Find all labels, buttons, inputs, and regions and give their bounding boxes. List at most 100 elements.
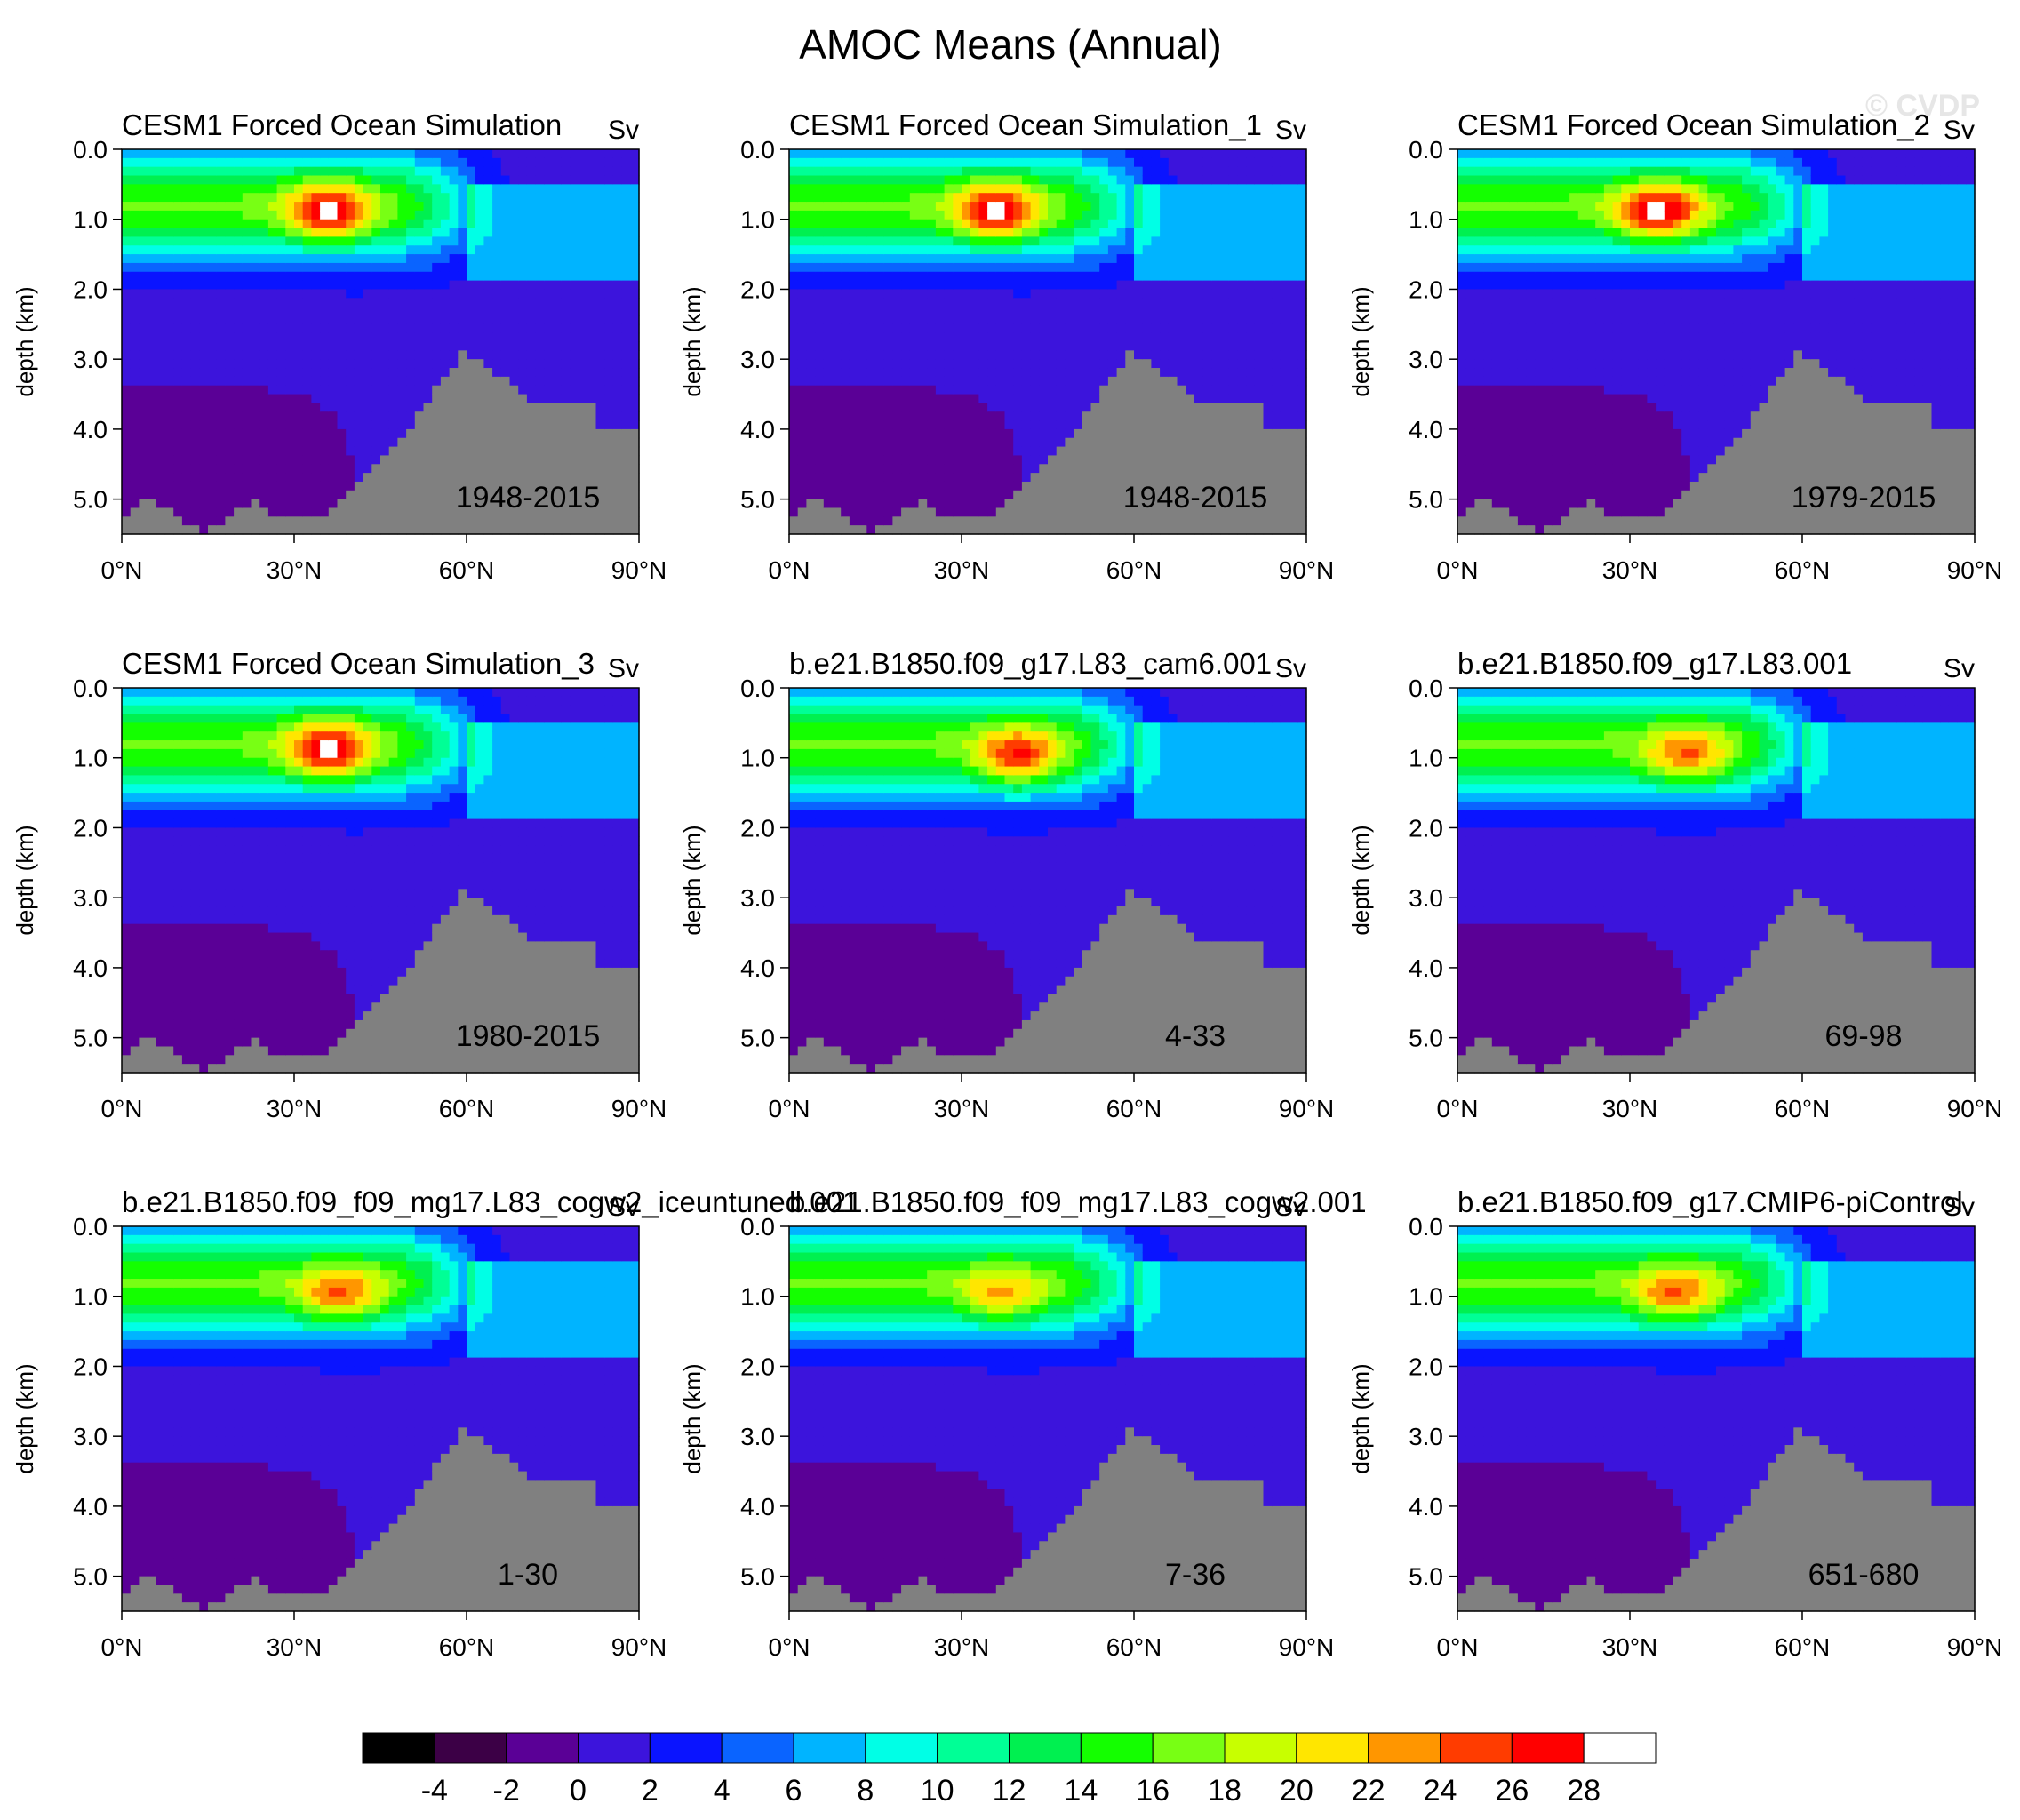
field-cell xyxy=(139,455,148,464)
field-cell xyxy=(415,254,424,263)
field-cell xyxy=(311,395,320,403)
field-cell xyxy=(173,386,182,395)
field-cell xyxy=(122,333,131,342)
field-cell xyxy=(346,438,355,447)
field-cell xyxy=(122,149,131,158)
field-cell xyxy=(320,447,329,456)
field-cell xyxy=(182,482,191,491)
field-cell xyxy=(311,324,320,333)
field-cell xyxy=(311,272,320,281)
field-cell xyxy=(148,184,156,193)
field-cell xyxy=(389,438,398,447)
field-cell xyxy=(311,411,320,420)
field-cell xyxy=(268,202,277,211)
field-cell xyxy=(259,281,268,290)
field-cell xyxy=(371,298,380,307)
field-cell xyxy=(243,377,252,386)
field-cell xyxy=(371,272,380,281)
field-cell xyxy=(406,245,415,254)
field-cell xyxy=(243,395,252,403)
field-cell xyxy=(165,158,174,167)
field-cell xyxy=(329,176,338,185)
field-cell xyxy=(199,350,208,359)
field-cell xyxy=(285,359,294,368)
field-cell xyxy=(217,482,226,491)
field-cell xyxy=(191,254,200,263)
field-cell xyxy=(234,211,243,220)
field-cell xyxy=(165,420,174,429)
field-cell xyxy=(406,482,415,491)
field-cell xyxy=(191,228,200,237)
field-cell xyxy=(217,202,226,211)
field-cell xyxy=(346,368,355,377)
field-cell xyxy=(355,176,363,185)
field-cell xyxy=(182,342,191,351)
field-cell xyxy=(199,395,208,403)
field-cell xyxy=(320,220,329,228)
field-cell xyxy=(320,289,329,298)
field-cell xyxy=(234,236,243,245)
field-cell xyxy=(303,507,312,516)
field-cell xyxy=(182,272,191,281)
field-cell xyxy=(338,176,347,185)
field-cell xyxy=(259,350,268,359)
field-cell xyxy=(217,411,226,420)
field-cell xyxy=(406,158,415,167)
field-cell xyxy=(346,167,355,176)
field-cell xyxy=(303,220,312,228)
field-cell xyxy=(320,507,329,516)
field-cell xyxy=(355,167,363,176)
field-cell xyxy=(329,202,338,211)
field-cell xyxy=(173,473,182,482)
field-cell xyxy=(285,324,294,333)
field-cell xyxy=(165,281,174,290)
field-cell xyxy=(355,438,363,447)
field-cell xyxy=(139,447,148,456)
field-cell xyxy=(277,342,286,351)
field-cell xyxy=(371,324,380,333)
field-cell xyxy=(173,236,182,245)
field-cell xyxy=(259,333,268,342)
field-cell xyxy=(225,403,234,411)
field-cell xyxy=(234,482,243,491)
field-cell xyxy=(225,176,234,185)
field-cell xyxy=(225,464,234,473)
field-cell xyxy=(285,193,294,202)
field-cell xyxy=(131,386,140,395)
field-cell xyxy=(355,281,363,290)
field-cell xyxy=(191,202,200,211)
field-cell xyxy=(182,236,191,245)
field-cell xyxy=(268,307,277,315)
field-cell xyxy=(371,507,380,516)
field-cell xyxy=(243,342,252,351)
field-cell xyxy=(303,455,312,464)
field-cell xyxy=(303,272,312,281)
field-cell xyxy=(173,315,182,324)
field-cell xyxy=(363,228,372,237)
field-cell xyxy=(380,350,389,359)
field-cell xyxy=(371,202,380,211)
field-cell xyxy=(208,499,217,508)
field-cell xyxy=(199,254,208,263)
field-cell xyxy=(225,272,234,281)
field-cell xyxy=(380,281,389,290)
field-cell xyxy=(285,482,294,491)
field-cell xyxy=(371,438,380,447)
field-cell xyxy=(156,411,165,420)
field-cell xyxy=(252,307,260,315)
field-cell xyxy=(139,193,148,202)
field-cell xyxy=(311,525,320,534)
field-cell xyxy=(173,333,182,342)
field-cell xyxy=(156,263,165,272)
field-cell xyxy=(208,298,217,307)
field-cell xyxy=(268,298,277,307)
field-cell xyxy=(199,438,208,447)
field-cell xyxy=(131,395,140,403)
field-cell xyxy=(268,429,277,438)
field-cell xyxy=(156,507,165,516)
field-cell xyxy=(389,289,398,298)
field-cell xyxy=(268,272,277,281)
field-cell xyxy=(243,176,252,185)
field-cell xyxy=(131,298,140,307)
field-cell xyxy=(380,447,389,456)
